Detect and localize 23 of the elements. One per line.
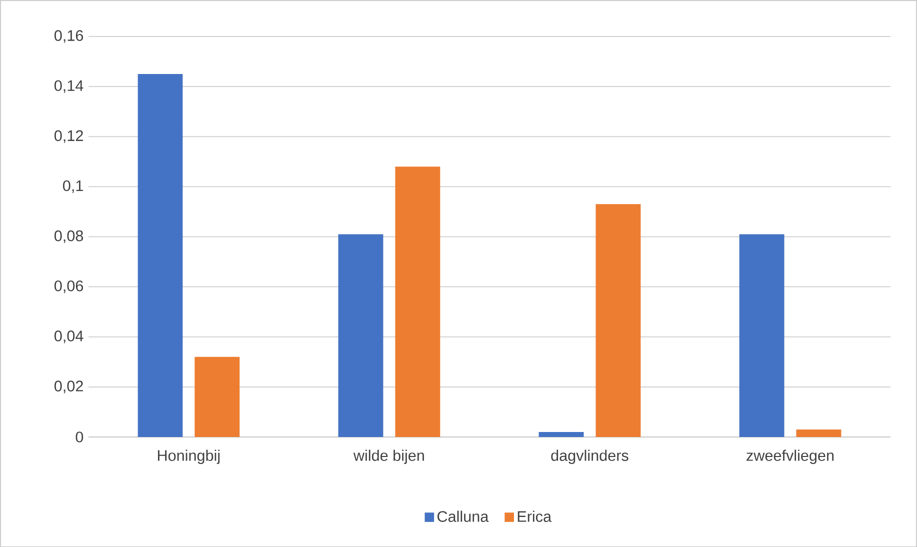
y-tick-label: 0,16: [54, 30, 84, 43]
bar: [596, 204, 641, 437]
legend-label: Calluna: [438, 510, 489, 522]
bar: [138, 74, 183, 437]
x-tick-label: Honingbij: [158, 450, 220, 464]
y-tick-label: 0,12: [54, 130, 83, 143]
bar: [739, 234, 784, 437]
x-tick-label: dagvlinders: [551, 450, 628, 464]
y-tick-label: 0,08: [54, 230, 84, 243]
y-tick-label: 0,04: [54, 330, 84, 344]
y-tick-label: 0,1: [63, 180, 83, 193]
x-tick-label: wilde bijen: [353, 450, 424, 464]
bar: [796, 429, 842, 437]
y-tick-label: 0: [76, 431, 84, 442]
y-tick-label: 0,02: [54, 380, 83, 394]
y-tick-label: 0,06: [54, 280, 84, 293]
bar: [395, 166, 440, 437]
y-tick-label: 0,14: [54, 80, 84, 93]
bar: [338, 234, 384, 437]
x-tick-label: zweefvliegen: [746, 450, 834, 464]
legend-label: Erica: [518, 510, 552, 522]
bar: [194, 356, 240, 437]
bar: [538, 432, 584, 437]
